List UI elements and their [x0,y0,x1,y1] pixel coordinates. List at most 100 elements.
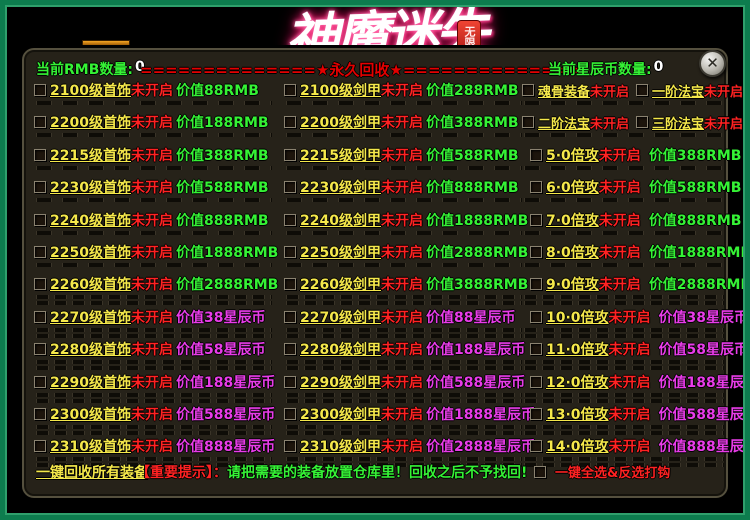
item-link[interactable]: 2100级剑甲 [300,83,381,99]
item-link[interactable]: 三阶法宝 [652,116,705,132]
item-link[interactable]: 10·0倍攻 [546,309,609,326]
dialog-footer: 一键回收所有装备 【重要提示】：请把需要的装备放置仓库里！回收之后不予找回! 一… [34,462,716,484]
item-value: 价值588星辰币 [426,374,526,391]
item-checkbox[interactable] [34,310,46,323]
item-value: 价值2888星辰币 [426,439,535,456]
item-link[interactable]: 7·0倍攻 [546,212,599,229]
item-row: 2280级剑甲未开启 价值188星辰币 [284,339,528,359]
item-link[interactable]: 2290级首饰 [50,374,131,391]
item-status: 未开启 [380,342,423,359]
item-checkbox[interactable] [530,148,542,161]
row-separator [36,198,272,203]
item-link[interactable]: 魂骨装备 [538,84,591,100]
row-separator [286,198,522,203]
item-checkbox[interactable] [284,116,296,129]
item-checkbox[interactable] [530,440,542,453]
row-separator [36,425,272,435]
item-link[interactable]: 2250级剑甲 [300,245,381,261]
item-checkbox[interactable] [34,84,46,96]
item-link[interactable]: 一阶法宝 [652,84,705,100]
item-checkbox[interactable] [34,148,46,161]
item-link[interactable]: 2310级剑甲 [300,439,381,456]
item-checkbox[interactable] [284,375,296,388]
item-checkbox[interactable] [284,310,296,323]
item-checkbox[interactable] [34,278,46,291]
item-checkbox[interactable] [530,278,542,291]
item-checkbox[interactable] [530,246,542,258]
item-link[interactable]: 2240级剑甲 [300,212,381,229]
item-link[interactable]: 2250级首饰 [50,245,131,261]
item-checkbox[interactable] [530,181,542,194]
item-link[interactable]: 2215级首饰 [50,147,131,164]
item-checkbox[interactable] [34,116,46,129]
row-separator [286,165,522,170]
item-checkbox[interactable] [34,343,46,356]
item-checkbox[interactable] [284,440,296,453]
item-link[interactable]: 2280级剑甲 [300,342,381,359]
item-checkbox[interactable] [530,343,542,356]
item-link[interactable]: 2100级首饰 [50,83,131,99]
item-checkbox[interactable] [522,116,534,129]
item-link[interactable]: 2240级首饰 [50,212,131,229]
item-checkbox[interactable] [530,310,542,323]
item-value: 价值3888RMB [426,277,529,294]
item-row: 2250级首饰未开启 价值1888RMB [34,242,278,262]
item-checkbox[interactable] [284,343,296,356]
item-checkbox[interactable] [284,213,296,226]
item-checkbox[interactable] [284,408,296,420]
item-link[interactable]: 2290级剑甲 [300,374,381,391]
item-checkbox[interactable] [530,213,542,226]
item-checkbox[interactable] [34,408,46,420]
item-link[interactable]: 2270级剑甲 [300,309,381,326]
item-link[interactable]: 2200级首饰 [50,115,131,132]
item-link[interactable]: 13·0倍攻 [546,407,609,423]
item-link[interactable]: 2300级剑甲 [300,407,381,423]
item-value: 价值588星辰币 [658,407,750,423]
item-link[interactable]: 二阶法宝 [538,116,591,132]
item-checkbox[interactable] [34,181,46,194]
item-checkbox[interactable] [530,375,542,388]
item-link[interactable]: 2230级首饰 [50,180,131,197]
item-checkbox[interactable] [636,116,649,129]
item-checkbox[interactable] [284,84,296,96]
item-row: 2290级首饰未开启 价值188星辰币 [34,372,278,392]
item-checkbox[interactable] [522,84,534,96]
item-link[interactable]: 2300级首饰 [50,407,131,423]
item-link[interactable]: 2260级剑甲 [300,277,381,294]
item-link[interactable]: 2280级首饰 [50,342,131,359]
permanent-recycle-banner: ==============★永久回收★============== [140,60,579,79]
item-link[interactable]: 12·0倍攻 [546,374,609,391]
select-all-checkbox[interactable] [534,465,546,478]
row-separator [36,295,272,306]
item-checkbox[interactable] [530,408,542,420]
item-checkbox[interactable] [284,278,296,291]
item-checkbox[interactable] [34,213,46,226]
item-link[interactable]: 2200级剑甲 [300,115,381,132]
item-checkbox[interactable] [284,181,296,194]
item-status: 未开启 [380,439,423,456]
item-link[interactable]: 2230级剑甲 [300,180,381,197]
item-checkbox[interactable] [34,440,46,453]
item-checkbox[interactable] [636,84,649,96]
item-link[interactable]: 9·0倍攻 [546,277,599,294]
item-row: 2310级剑甲未开启 价值2888星辰币 [284,436,535,456]
item-pair-row: 魂骨装备 未开启 一阶法宝 未开启 [522,80,743,100]
item-checkbox[interactable] [34,246,46,258]
recycle-all-link[interactable]: 一键回收所有装备 [36,465,148,481]
item-checkbox[interactable] [284,148,296,161]
item-link[interactable]: 2310级首饰 [50,439,131,456]
item-link[interactable]: 5·0倍攻 [546,147,599,164]
row-separator [286,392,522,403]
item-link[interactable]: 2215级剑甲 [300,147,381,164]
item-link[interactable]: 6·0倍攻 [546,180,599,197]
row-separator [286,425,522,435]
item-checkbox[interactable] [284,246,296,258]
item-link[interactable]: 14·0倍攻 [546,439,609,456]
item-link[interactable]: 8·0倍攻 [546,245,599,261]
item-link[interactable]: 2270级首饰 [50,309,131,326]
item-link[interactable]: 11·0倍攻 [546,342,609,359]
item-status: 未开启 [130,374,173,391]
close-button[interactable]: ✕ [699,50,726,77]
item-link[interactable]: 2260级首饰 [50,277,131,294]
item-checkbox[interactable] [34,375,46,388]
